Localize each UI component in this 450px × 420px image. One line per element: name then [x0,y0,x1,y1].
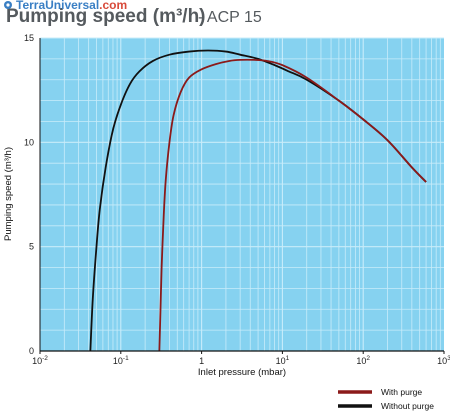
watermark-text: TerraUniversal.com [16,0,127,12]
legend-label-with-purge: With purge [381,387,422,397]
series-line-with-purge [158,58,427,352]
x-tick-label: 101 [276,355,290,366]
x-tick-label: 10-1 [113,355,129,366]
watermark-suffix: .com [99,0,127,12]
x-tick-label: 103 [437,355,450,366]
chart-model-label: - ACP 15 [198,9,262,26]
y-axis-label: Pumping speed (m³/h) [3,147,14,241]
x-tick-label: 10-2 [32,355,48,366]
legend-label-without-purge: Without purge [381,401,434,411]
x-axis-label: Inlet pressure (mbar) [198,367,286,378]
y-tick-label: 10 [24,137,34,147]
legend: With purge Without purge [338,387,434,411]
watermark-logo-icon [4,1,12,9]
series-layer [89,49,427,352]
y-tick-labels: 0 5 10 15 [24,33,34,356]
x-tick-label: 102 [356,355,370,366]
y-tick-label: 5 [29,242,34,252]
chart-title: Pumping speed (m³/h) [6,6,206,27]
plot-area [40,38,444,351]
y-tick-label: 0 [29,346,34,356]
x-tick-label: 1 [199,356,204,366]
y-tick-label: 15 [24,33,34,43]
watermark-name: TerraUniversal [16,0,99,12]
grid-lines [39,37,444,352]
x-tick-labels: 10-2 10-1 1 101 102 103 [32,351,450,366]
